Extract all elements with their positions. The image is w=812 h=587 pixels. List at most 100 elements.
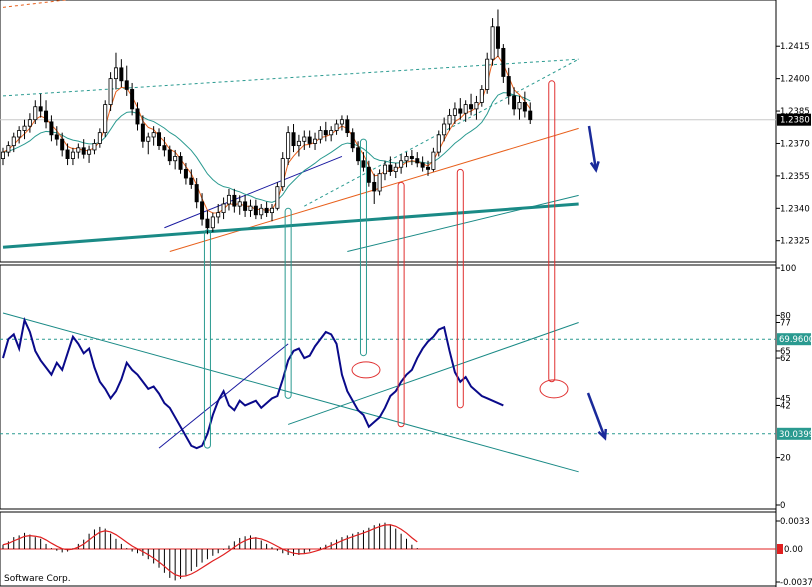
candle [269,203,274,222]
candle-body [345,119,350,134]
candle [151,126,156,146]
oscillator-down-arrow-head [597,428,608,441]
oscillator-down-arrow [586,392,608,441]
oscillator-panel-frame [0,264,777,510]
candle [307,130,312,148]
candle-body [44,110,49,123]
candle-body [506,76,511,97]
candle [442,117,447,142]
candle-body [350,132,355,149]
candle-body [232,194,237,207]
candle [339,115,344,131]
candle-body [334,123,339,131]
candle-body [404,156,409,162]
candle [463,100,468,122]
price-tick-label: 1.2325 [780,237,810,247]
candle-body [275,186,280,209]
divergence-connector [397,181,405,428]
candle-body [97,132,102,144]
candle-body [146,136,151,142]
candle-body [307,136,312,144]
candle-body [452,108,457,116]
candle-body [205,218,210,229]
candle-body [323,130,328,136]
candle-body [512,95,517,110]
candle-body [431,151,436,170]
candle-body [65,149,70,159]
macd-tick-label: 0.00 [784,545,803,555]
divergence-connector [359,138,367,357]
macd-tick-label: -0.0037 [780,578,812,587]
candle-body [528,110,533,121]
annotations [203,80,608,449]
candle [474,95,479,120]
candle [431,147,436,172]
candle-body [399,160,404,168]
candle [275,182,280,211]
candle [226,188,231,211]
osc-trendline-rising-blue [158,343,289,449]
candle-body [54,134,59,140]
divergence-connector [203,229,211,449]
candle [415,152,420,168]
candle [119,59,124,88]
candle-body [194,184,199,203]
price-tick-label: 1.2415 [780,42,810,52]
candle-body [318,130,323,140]
candle [501,44,506,83]
price-down-arrow-shaft [587,125,598,171]
candle [189,169,194,189]
candle-body [388,164,393,172]
candle [97,128,102,148]
price-tick-label: 1.2370 [780,139,810,149]
candle [372,173,377,204]
candle [173,149,178,170]
candle [124,65,129,96]
right-axis: 1.2415 1.2400 1.2385 1.2370 1.2355 1.2340 1.23… [776,42,812,587]
candle-body [200,201,205,220]
candle [92,139,97,155]
candle-body [6,145,11,153]
candle [135,102,140,131]
candle-body [243,201,248,211]
osc-tick-label: 45 [780,394,791,404]
candle-body [313,138,318,144]
candle-body [377,173,382,192]
candle-body [517,102,522,110]
osc-tick-label: 80 [780,311,791,321]
candle [490,18,495,66]
trendline-rising-dashed-teal [304,58,579,207]
candle [399,154,404,174]
ma-slow-line [2,92,531,203]
candle [393,162,398,179]
candle [210,212,215,233]
candle-body [522,102,527,112]
candle-body [264,207,269,214]
footer-text: Software Corp. [4,574,71,584]
candle [323,121,328,142]
candle [65,143,70,166]
candle [409,149,414,166]
candle [33,100,38,125]
candle-body [286,132,291,159]
candle-body [70,151,75,159]
candle [296,134,301,157]
current-price-label: 1.2380 [780,116,810,126]
candle [485,52,490,94]
candle [162,136,167,157]
candle-body [463,104,468,114]
candle [377,169,382,196]
candle-body [296,140,301,147]
candle-body [124,80,129,90]
candle [506,67,511,105]
divergence-connector [284,207,292,399]
candle-body [162,145,167,151]
candle [157,128,162,150]
osc-tick-label: 42 [780,401,791,411]
macd-panel [0,522,776,581]
candle-body [501,47,506,77]
candle-body [173,156,178,162]
candle-body [366,166,371,183]
osc-level-box [777,427,811,440]
